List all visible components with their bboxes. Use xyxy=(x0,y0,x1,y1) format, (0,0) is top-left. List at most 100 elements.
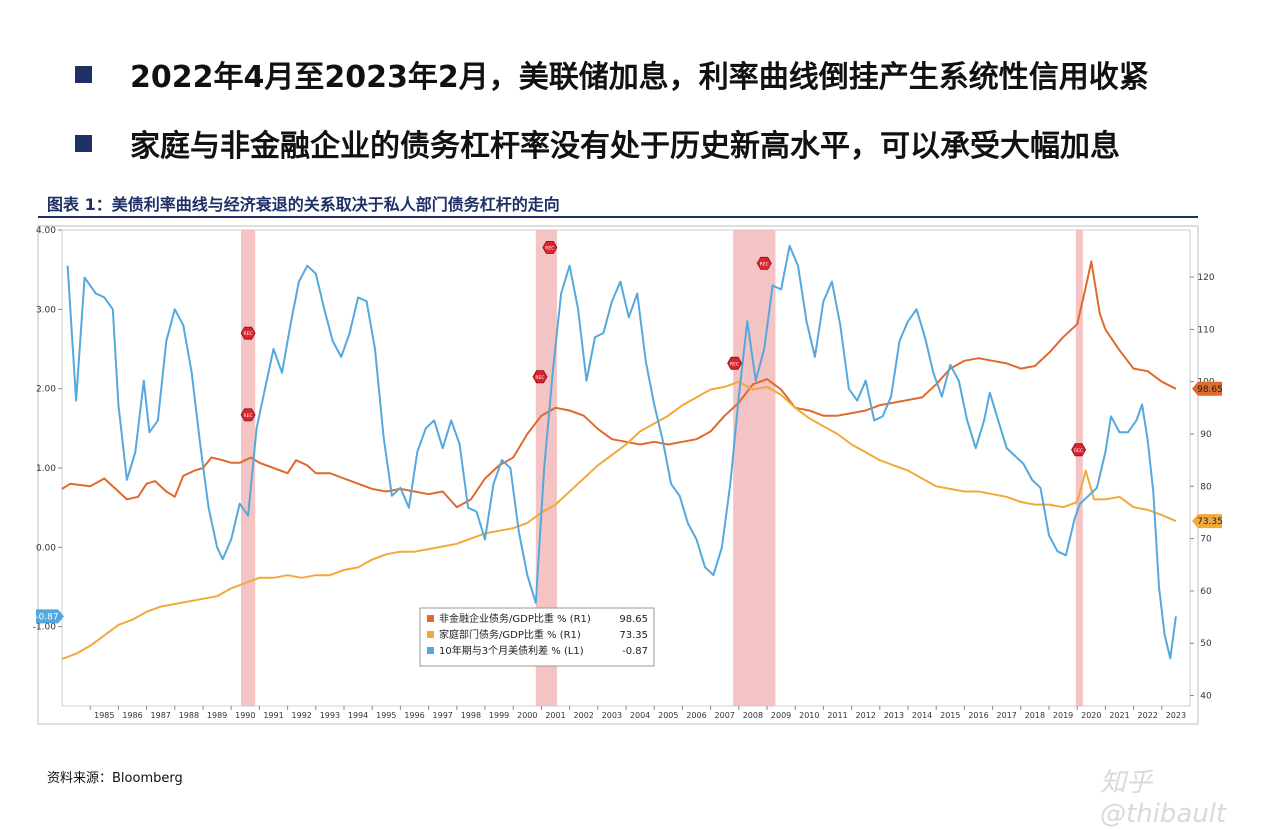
x-tick-label: 1991 xyxy=(263,711,283,720)
x-tick-label: 1989 xyxy=(207,711,227,720)
last-value-label-0: 98.65 xyxy=(1197,385,1223,395)
recession-marker-2 xyxy=(542,240,558,254)
legend-label-0: 非金融企业债务/GDP比重 % (R1) xyxy=(439,612,591,625)
x-tick-label: 2006 xyxy=(686,711,706,720)
x-tick-label: 2013 xyxy=(884,711,904,720)
recession-marker-4 xyxy=(756,256,772,270)
left-tick-label: 2.00 xyxy=(36,385,56,395)
x-tick-label: 2023 xyxy=(1166,711,1186,720)
x-tick-label: 2005 xyxy=(658,711,678,720)
recession-band-2 xyxy=(733,230,776,706)
last-value-tag-0 xyxy=(1192,381,1222,396)
last-value-label-1: 73.35 xyxy=(1197,517,1223,527)
right-tick-label: 90 xyxy=(1200,430,1212,440)
recession-marker-1 xyxy=(240,408,256,422)
x-tick-label: 1993 xyxy=(320,711,340,720)
bullet-1-text: 2022年4月至2023年2月，美联储加息，利率曲线倒挂产生系统性信用收紧 xyxy=(130,60,1149,95)
series-line-1 xyxy=(61,380,1177,660)
recession-band-0 xyxy=(241,230,256,706)
right-tick-label: 110 xyxy=(1197,325,1214,335)
x-tick-label: 2022 xyxy=(1138,711,1158,720)
x-tick-label: 1992 xyxy=(292,711,312,720)
x-tick-label: 2010 xyxy=(799,711,819,720)
last-value-label-2: -0.87 xyxy=(35,612,58,622)
legend-swatch-2 xyxy=(427,647,434,654)
left-tick-label: 4.00 xyxy=(36,226,56,236)
x-tick-label: 2009 xyxy=(771,711,791,720)
x-tick-label: 2020 xyxy=(1081,711,1101,720)
recession-marker-3 xyxy=(532,370,548,384)
x-tick-label: 2019 xyxy=(1053,711,1073,720)
x-tick-label: 1985 xyxy=(94,711,114,720)
left-tick-label: -1.00 xyxy=(33,623,57,633)
x-tick-label: 1996 xyxy=(404,711,424,720)
last-value-tag-1 xyxy=(1192,514,1222,529)
x-tick-label: 1994 xyxy=(348,711,368,720)
bullet-square-icon xyxy=(75,65,92,83)
right-tick-label: 120 xyxy=(1197,273,1214,283)
recession-band-1 xyxy=(535,230,557,706)
figure-title-rule xyxy=(38,216,1198,218)
recession-marker-6 xyxy=(1071,443,1087,457)
legend-box xyxy=(419,607,655,667)
last-value-tag-2 xyxy=(36,609,64,624)
recession-marker-5 xyxy=(727,356,743,370)
bullet-2-text: 家庭与非金融企业的债务杠杆率没有处于历史新高水平，可以承受大幅加息 xyxy=(130,129,1120,164)
x-tick-label: 1990 xyxy=(235,711,255,720)
x-tick-label: 1995 xyxy=(376,711,396,720)
x-tick-label: 2021 xyxy=(1109,711,1129,720)
right-tick-label: 70 xyxy=(1200,535,1212,545)
x-tick-label: 1998 xyxy=(461,711,481,720)
recession-marker-label: REC xyxy=(244,331,253,337)
right-tick-label: 40 xyxy=(1200,692,1212,702)
x-tick-label: 2003 xyxy=(602,711,622,720)
recession-marker-label: REC xyxy=(1074,448,1083,454)
x-tick-label: 1986 xyxy=(122,711,142,720)
legend-label-2: 10年期与3个月美债利差 % (L1) xyxy=(439,644,584,657)
left-tick-label: 1.00 xyxy=(36,464,56,474)
series-line-0 xyxy=(61,260,1177,509)
recession-marker-label: REC xyxy=(535,375,544,381)
x-tick-label: 2002 xyxy=(574,711,594,720)
recession-band-3 xyxy=(1075,230,1083,706)
right-tick-label: 80 xyxy=(1200,482,1212,492)
figure-title: 图表 1：美债利率曲线与经济衰退的关系取决于私人部门债务杠杆的走向 xyxy=(47,195,560,214)
recession-marker-0 xyxy=(240,326,256,340)
x-tick-label: 2007 xyxy=(715,711,735,720)
left-tick-label: 3.00 xyxy=(36,305,56,315)
x-tick-label: 2018 xyxy=(1025,711,1045,720)
x-tick-label: 1999 xyxy=(489,711,509,720)
recession-marker-label: REC xyxy=(730,361,739,367)
recession-marker-label: REC xyxy=(760,261,769,267)
x-tick-label: 2012 xyxy=(856,711,876,720)
x-tick-label: 2004 xyxy=(630,711,650,720)
legend-value-0: 98.65 xyxy=(619,614,648,625)
series-line-2 xyxy=(66,244,1177,660)
x-tick-label: 1988 xyxy=(179,711,199,720)
x-tick-label: 1997 xyxy=(433,711,453,720)
legend-swatch-1 xyxy=(427,631,434,638)
x-tick-label: 2008 xyxy=(743,711,763,720)
x-tick-label: 2015 xyxy=(940,711,960,720)
legend-label-1: 家庭部门债务/GDP比重 % (R1) xyxy=(439,628,581,641)
bullet-square-icon xyxy=(75,134,92,152)
recession-marker-label: REC xyxy=(244,413,253,419)
x-tick-label: 1987 xyxy=(151,711,171,720)
bullet-2: 家庭与非金融企业的债务杠杆率没有处于历史新高水平，可以承受大幅加息 xyxy=(75,121,1120,165)
x-tick-label: 2011 xyxy=(827,711,847,720)
source-note: 资料来源：Bloomberg xyxy=(47,771,183,786)
legend-value-2: -0.87 xyxy=(622,646,648,657)
x-tick-label: 2000 xyxy=(517,711,537,720)
recession-marker-label: REC xyxy=(545,245,554,251)
left-tick-label: 0.00 xyxy=(36,543,56,553)
bullet-1: 2022年4月至2023年2月，美联储加息，利率曲线倒挂产生系统性信用收紧 xyxy=(75,52,1149,96)
right-tick-label: 50 xyxy=(1200,639,1212,649)
legend-value-1: 73.35 xyxy=(619,630,648,641)
x-tick-label: 2017 xyxy=(997,711,1017,720)
right-tick-label: 60 xyxy=(1200,587,1212,597)
legend-swatch-0 xyxy=(427,615,434,622)
x-tick-label: 2001 xyxy=(545,711,565,720)
x-tick-label: 2014 xyxy=(912,711,932,720)
watermark: 知乎 @thibault xyxy=(1100,768,1227,829)
